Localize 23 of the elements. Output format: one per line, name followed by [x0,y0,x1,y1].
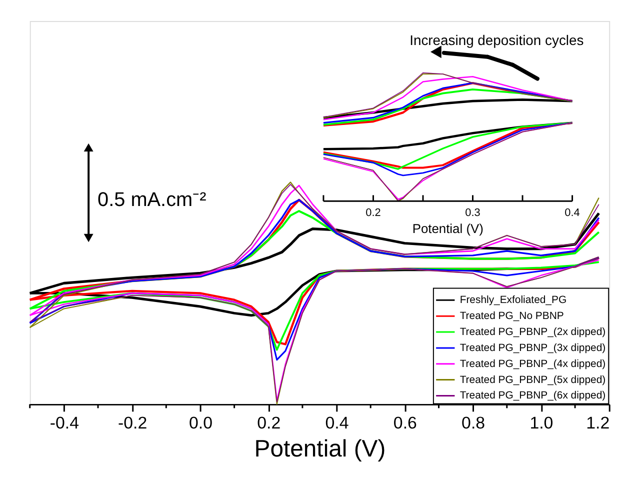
legend-label: Treated PG_PBNP_(2x dipped) [460,327,606,338]
x-tick-label: 0.2 [366,207,381,220]
x-tick-label: 0.2 [257,414,281,433]
x-axis-title: Potential (V) [254,435,386,462]
x-tick-label: 0.4 [564,207,580,220]
x-tick-label: 0.4 [325,414,349,433]
legend-label: Treated PG_PBNP_(3x dipped) [460,342,606,354]
x-tick-label: 0.6 [393,414,417,433]
legend-label: Treated PG_No PBNP [460,311,564,322]
legend-label: Treated PG_PBNP_(5x dipped) [460,374,606,386]
annotation: 0.5 mA.cm⁻² [98,189,207,212]
legend-label: Treated PG_PBNP_(4x dipped) [460,358,606,370]
x-tick-label: -0.2 [118,414,148,433]
text: Increasing deposition cycles [410,32,584,48]
x-tick-label: 0.3 [465,207,480,220]
x-axis-title: Potential (V) [412,221,484,236]
x-tick-label: 0.8 [462,414,486,433]
x-tick-label: 1.2 [586,414,610,433]
x-tick-label: 1.0 [530,414,554,433]
x-tick-label: -0.4 [50,414,79,433]
legend-label: Freshly_Exfoliated_PG [460,295,567,306]
legend-label: Treated PG_PBNP_(6x dipped) [460,390,606,402]
x-tick-label: 0.0 [188,414,212,433]
